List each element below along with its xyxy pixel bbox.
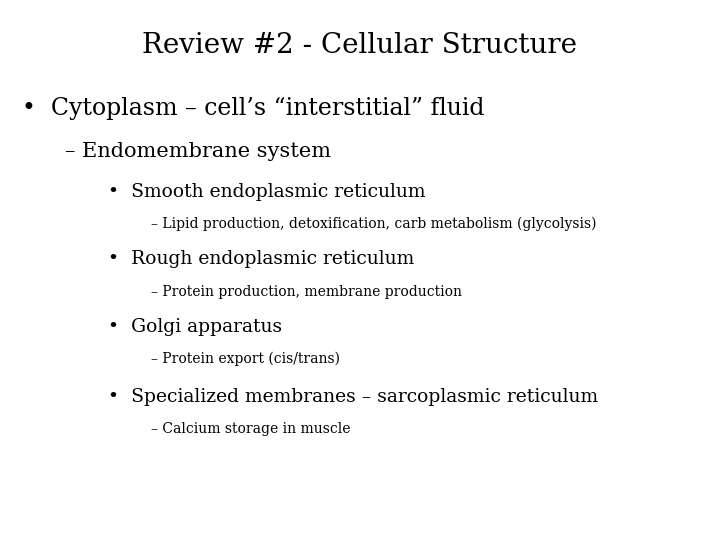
- Text: – Protein export (cis/trans): – Protein export (cis/trans): [151, 352, 340, 366]
- Text: – Calcium storage in muscle: – Calcium storage in muscle: [151, 422, 351, 436]
- Text: Review #2 - Cellular Structure: Review #2 - Cellular Structure: [143, 32, 577, 59]
- Text: – Lipid production, detoxification, carb metabolism (glycolysis): – Lipid production, detoxification, carb…: [151, 217, 597, 231]
- Text: •  Golgi apparatus: • Golgi apparatus: [108, 318, 282, 336]
- Text: – Endomembrane system: – Endomembrane system: [65, 141, 331, 161]
- Text: •  Cytoplasm – cell’s “interstitial” fluid: • Cytoplasm – cell’s “interstitial” flui…: [22, 97, 484, 119]
- Text: – Protein production, membrane production: – Protein production, membrane productio…: [151, 285, 462, 299]
- Text: •  Specialized membranes – sarcoplasmic reticulum: • Specialized membranes – sarcoplasmic r…: [108, 388, 598, 406]
- Text: •  Rough endoplasmic reticulum: • Rough endoplasmic reticulum: [108, 250, 414, 268]
- Text: •  Smooth endoplasmic reticulum: • Smooth endoplasmic reticulum: [108, 183, 426, 201]
